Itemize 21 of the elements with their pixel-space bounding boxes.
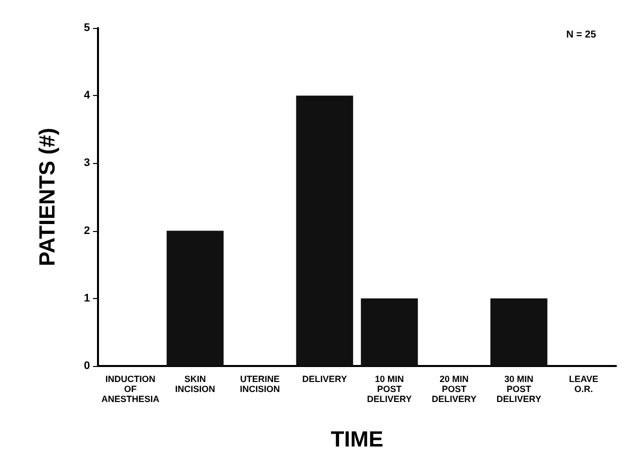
x-tick-label: UTERINE INCISION (240, 374, 280, 394)
y-tick-label: 4 (84, 90, 91, 102)
bar (360, 298, 418, 366)
y-tick-label: 3 (84, 157, 90, 170)
annotation: N = 25 (566, 30, 596, 40)
bar (490, 298, 548, 366)
y-tick-label: 2 (84, 224, 90, 237)
bar (166, 230, 224, 366)
y-axis-title: PATIENTS (#) (34, 128, 60, 266)
x-tick-label: DELIVERY (302, 374, 347, 384)
y-tick-label: 0 (84, 360, 90, 372)
y-tick-label: 1 (84, 292, 90, 304)
x-tick-label: SKIN INCISION (175, 374, 216, 394)
x-tick-label: 30 MIN POST DELIVERY (496, 374, 542, 404)
x-axis-title: TIME (330, 426, 384, 452)
x-tick-label: INDUCTION OF ANESTHESIA (101, 374, 160, 404)
x-tick-label: LEAVE O.R. (568, 374, 598, 394)
x-tick-label: 10 MIN POST DELIVERY (367, 374, 412, 404)
x-tick-label: 20 MIN POST DELIVERY (432, 374, 476, 404)
y-tick-label: 5 (84, 22, 90, 34)
bar (296, 96, 354, 366)
